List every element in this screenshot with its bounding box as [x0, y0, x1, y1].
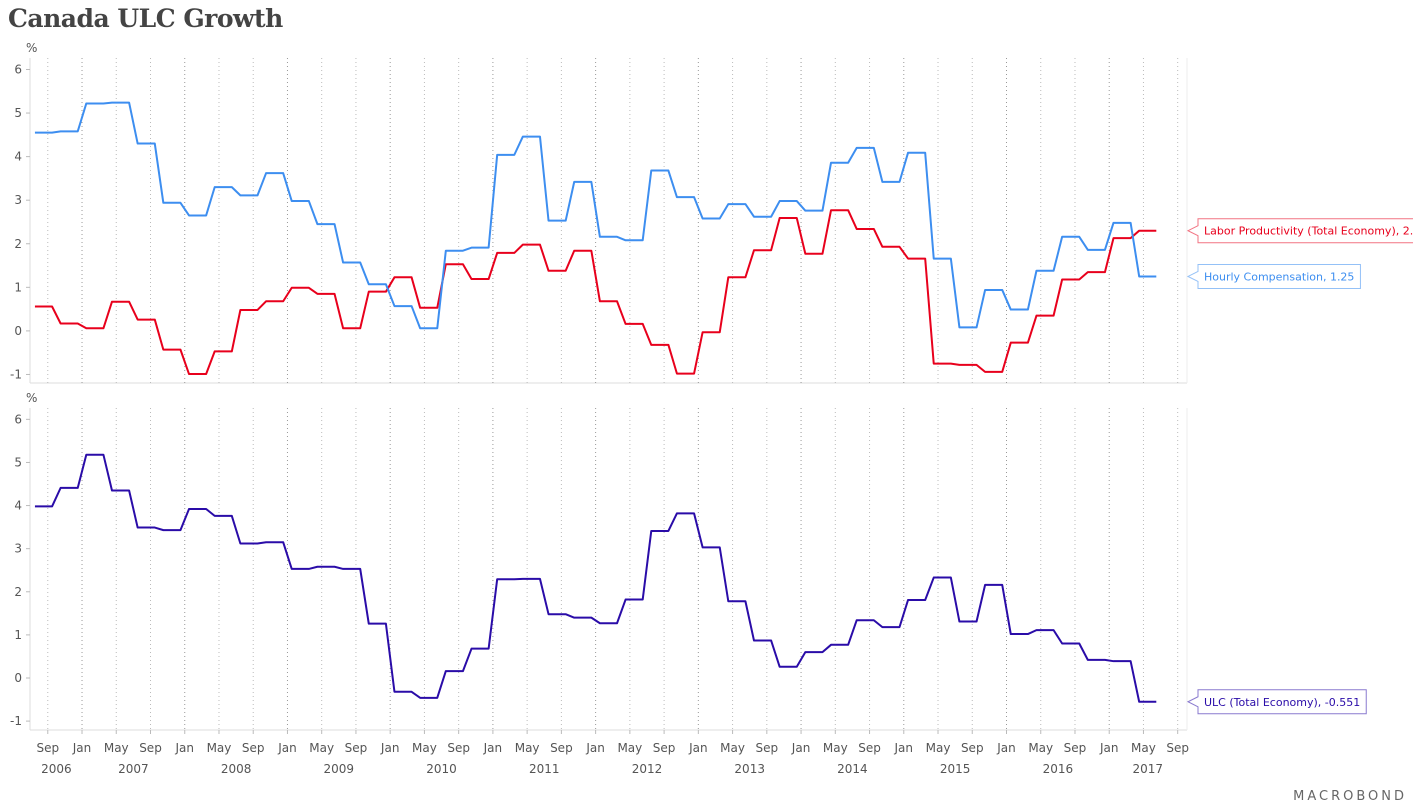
- x-year-label: 2014: [837, 762, 868, 776]
- x-tick-label: May: [617, 741, 642, 755]
- x-tick-label: May: [207, 741, 232, 755]
- y-unit-label: %: [26, 391, 37, 405]
- x-tick-label: Jan: [483, 741, 503, 755]
- y-tick-label: 5: [14, 455, 22, 469]
- x-tick-label: May: [720, 741, 745, 755]
- x-year-label: 2015: [940, 762, 971, 776]
- y-tick-label: 2: [14, 585, 22, 599]
- legend-label: Hourly Compensation, 1.25: [1186, 263, 1361, 289]
- x-year-label: 2010: [426, 762, 457, 776]
- x-tick-label: Sep: [550, 741, 573, 755]
- x-tick-label: Sep: [1166, 741, 1189, 755]
- x-tick-label: Jan: [72, 741, 92, 755]
- x-year-label: 2008: [221, 762, 252, 776]
- x-year-label: 2009: [324, 762, 355, 776]
- legend-label-text: Hourly Compensation, 1.25: [1204, 270, 1354, 283]
- x-tick-label: Sep: [345, 741, 368, 755]
- y-tick-label: 4: [14, 499, 22, 513]
- series-line-labor-productivity-total-economy-: [34, 209, 1157, 376]
- x-tick-label: Sep: [242, 741, 265, 755]
- x-year-label: 2017: [1132, 762, 1163, 776]
- x-tick-label: Sep: [36, 741, 59, 755]
- x-tick-label: May: [1028, 741, 1053, 755]
- x-tick-label: Jan: [688, 741, 708, 755]
- x-tick-label: Jan: [174, 741, 194, 755]
- x-year-label: 2011: [529, 762, 560, 776]
- y-unit-label: %: [26, 41, 37, 55]
- y-tick-label: 0: [14, 671, 22, 685]
- x-year-label: 2012: [632, 762, 663, 776]
- macrobond-logo: MACROBOND: [1293, 789, 1407, 804]
- x-year-label: 2007: [118, 762, 149, 776]
- x-tick-label: Jan: [1099, 741, 1119, 755]
- legend-label-text: ULC (Total Economy), -0.551: [1204, 696, 1360, 709]
- y-tick-label: 0: [14, 324, 22, 338]
- y-tick-label: 3: [14, 542, 22, 556]
- y-tick-label: 5: [14, 106, 22, 120]
- x-tick-label: May: [926, 741, 951, 755]
- y-tick-label: 6: [14, 412, 22, 426]
- y-tick-label: 6: [14, 62, 22, 76]
- y-tick-label: 3: [14, 193, 22, 207]
- series-line-ulc-total-economy-: [34, 453, 1157, 703]
- x-tick-label: May: [412, 741, 437, 755]
- y-tick-label: 4: [14, 150, 22, 164]
- x-tick-label: Jan: [791, 741, 811, 755]
- y-tick-label: 1: [14, 280, 22, 294]
- x-tick-label: Sep: [961, 741, 984, 755]
- x-tick-label: Sep: [139, 741, 162, 755]
- x-tick-label: May: [104, 741, 129, 755]
- x-tick-label: Sep: [858, 741, 881, 755]
- panel-bottom: % -1 0 1 2 3 4 5 6 ULC (Total Economy), -0.551: [10, 391, 1367, 731]
- x-tick-label: Jan: [380, 741, 400, 755]
- legend-label-text: Labor Productivity (Total Economy), 2.30: [1204, 225, 1413, 238]
- legend-label-box: [1186, 689, 1367, 715]
- x-tick-label: Jan: [585, 741, 605, 755]
- x-tick-label: Sep: [447, 741, 470, 755]
- legend-label-box: [1186, 263, 1361, 289]
- x-tick-label: May: [515, 741, 540, 755]
- x-tick-label: Jan: [996, 741, 1016, 755]
- y-tick-label: -1: [10, 367, 22, 381]
- x-tick-label: May: [309, 741, 334, 755]
- x-tick-label: Jan: [277, 741, 297, 755]
- x-tick-label: Sep: [1064, 741, 1087, 755]
- legend-label-box: [1186, 218, 1413, 244]
- series-line-hourly-compensation: [34, 101, 1157, 330]
- legend-label: ULC (Total Economy), -0.551: [1186, 689, 1367, 715]
- x-year-label: 2013: [734, 762, 765, 776]
- y-tick-label: 2: [14, 237, 22, 251]
- panel-top: % -1 0 1 2 3 4 5 6 Labor Productivity (Total Econ…: [10, 41, 1413, 384]
- x-tick-label: Sep: [653, 741, 676, 755]
- chart-title: Canada ULC Growth: [8, 4, 283, 33]
- x-tick-label: Sep: [756, 741, 779, 755]
- legend-label: Labor Productivity (Total Economy), 2.30: [1186, 218, 1413, 244]
- x-year-label: 2016: [1043, 762, 1074, 776]
- x-tick-label: Jan: [894, 741, 914, 755]
- y-tick-label: -1: [10, 714, 22, 728]
- x-year-label: 2006: [41, 762, 72, 776]
- x-tick-label: May: [823, 741, 848, 755]
- y-tick-label: 1: [14, 628, 22, 642]
- x-tick-label: May: [1131, 741, 1156, 755]
